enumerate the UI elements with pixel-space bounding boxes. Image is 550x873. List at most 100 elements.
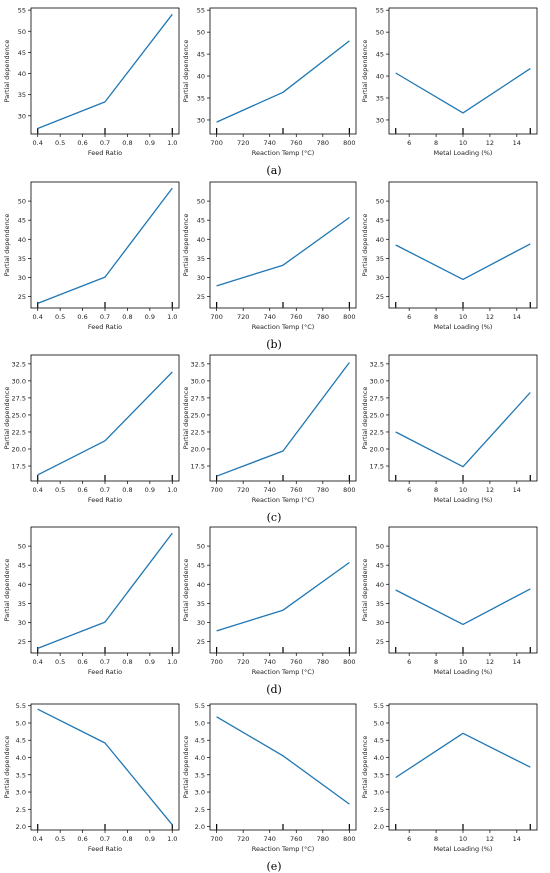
panel-row: 25 30 35 40 45 50 0.4 0.5 0.6 0.7 0.8 0.9 1.0 Feed Ra… (3, 181, 538, 351)
x-tick-label: 800 (343, 658, 355, 666)
panel-label: (a) (266, 164, 281, 177)
y-tick-label: 27.5 (12, 394, 26, 402)
y-axis-label: Partial dependence (3, 559, 11, 622)
axes-frame (209, 526, 357, 654)
y-tick-label: 32.5 (191, 360, 205, 368)
x-tick-label: 760 (290, 139, 302, 147)
x-tick-label: 780 (317, 313, 329, 321)
subplot: 25 30 35 40 45 50 6 8 10 12 14 Metal Loading (%) Par… (361, 181, 538, 331)
x-tick-label: 740 (264, 139, 276, 147)
y-tick-label: 50 (18, 543, 26, 551)
x-tick-label: 0.8 (122, 658, 132, 666)
pd-point-0-4 (37, 127, 39, 129)
x-tick-label: 780 (317, 486, 329, 494)
subplot: 30 35 40 45 50 55 6 8 10 12 14 Metal Loading (%) Par… (361, 7, 538, 157)
x-tick-label: 10 (459, 139, 467, 147)
x-tick-label: 0.7 (100, 835, 110, 843)
pd-point-1 (171, 532, 173, 534)
y-tick-label: 35 (197, 95, 205, 103)
y-tick-label: 27.5 (191, 394, 205, 402)
pd-point-1 (171, 371, 173, 373)
x-tick-label: 0.8 (122, 139, 132, 147)
pd-point-750 (282, 91, 284, 93)
x-tick-label: 0.9 (145, 486, 155, 494)
subplot: 25 30 35 40 45 50 700 720 740 760 780 800 Reaction T… (182, 526, 357, 676)
subplot: 25 30 35 40 45 50 6 8 10 12 14 Metal Loading (%) Par… (361, 526, 538, 676)
y-tick-label: 17.5 (12, 463, 26, 471)
y-tick-label: 30.0 (12, 377, 26, 385)
y-axis-label: Partial dependence (361, 40, 369, 103)
pd-point-800 (348, 216, 350, 218)
y-tick-label: 55 (376, 7, 384, 15)
x-tick-label: 780 (317, 658, 329, 666)
x-tick-label: 10 (459, 658, 467, 666)
x-tick-label: 12 (486, 658, 494, 666)
y-tick-label: 40 (376, 236, 384, 244)
y-tick-label: 30 (197, 274, 205, 282)
axes-frame (388, 354, 538, 482)
pd-point-800 (348, 803, 350, 805)
y-tick-label: 50 (197, 198, 205, 206)
axes-frame (30, 526, 180, 654)
pd-point-800 (348, 561, 350, 563)
y-tick-label: 35 (18, 91, 26, 99)
y-tick-label: 35 (197, 600, 205, 608)
y-tick-label: 45 (18, 217, 26, 225)
pd-line (37, 371, 173, 476)
pd-point-10 (462, 623, 464, 625)
x-tick-label: 0.7 (100, 139, 110, 147)
axes-frame (209, 703, 357, 831)
subplot: 30 35 40 45 50 55 700 720 740 760 780 800 Reaction T… (182, 7, 357, 157)
x-tick-label: 0.9 (145, 658, 155, 666)
y-tick-label: 3.5 (195, 771, 205, 779)
pd-point-5 (395, 776, 397, 778)
pd-point-700 (215, 630, 217, 632)
y-tick-label: 45 (197, 562, 205, 570)
y-tick-label: 4.0 (374, 754, 384, 762)
y-tick-label: 40 (18, 236, 26, 244)
x-tick-label: 720 (237, 658, 249, 666)
x-tick-label: 8 (434, 139, 438, 147)
x-tick-label: 0.8 (122, 835, 132, 843)
x-tick-label: 12 (486, 139, 494, 147)
axes-frame (209, 7, 357, 135)
x-tick-label: 0.5 (55, 835, 65, 843)
y-tick-label: 25 (197, 638, 205, 646)
x-tick-label: 12 (486, 486, 494, 494)
pd-point-0-4 (37, 302, 39, 304)
x-tick-label: 1.0 (167, 658, 177, 666)
y-tick-label: 30 (197, 116, 205, 124)
x-tick-label: 14 (513, 139, 521, 147)
y-tick-label: 45 (18, 49, 26, 57)
x-tick-label: 720 (237, 835, 249, 843)
x-axis-label: Feed Ratio (88, 845, 122, 853)
pd-point-10 (462, 112, 464, 114)
y-tick-label: 25 (18, 638, 26, 646)
x-tick-label: 1.0 (167, 835, 177, 843)
y-axis-label: Partial dependence (182, 40, 190, 103)
x-tick-label: 10 (459, 835, 467, 843)
y-tick-label: 22.5 (12, 428, 26, 436)
panel-label: (c) (267, 511, 282, 524)
x-tick-label: 8 (434, 313, 438, 321)
y-tick-label: 17.5 (191, 463, 205, 471)
pd-line (216, 216, 350, 287)
x-axis-label: Reaction Temp (°C) (252, 323, 315, 331)
pd-point-750 (282, 755, 284, 757)
y-tick-label: 25 (197, 293, 205, 301)
pd-line (216, 561, 350, 632)
x-tick-label: 0.8 (122, 313, 132, 321)
x-axis-label: Reaction Temp (°C) (252, 668, 315, 676)
panel-row: 2.0 2.5 3.0 3.5 4.0 4.5 5.0 5.5 0.4 0.5 0.6 0.7 0.8 0… (3, 702, 538, 873)
y-tick-label: 3.0 (16, 789, 26, 797)
x-tick-label: 0.5 (55, 486, 65, 494)
y-tick-label: 5.0 (16, 719, 26, 727)
x-tick-label: 700 (210, 835, 222, 843)
y-tick-label: 35 (376, 255, 384, 263)
x-tick-label: 0.4 (33, 835, 43, 843)
x-tick-label: 0.7 (100, 486, 110, 494)
x-tick-label: 8 (434, 658, 438, 666)
x-tick-label: 14 (513, 658, 521, 666)
x-tick-label: 780 (317, 139, 329, 147)
y-tick-label: 35 (197, 255, 205, 263)
